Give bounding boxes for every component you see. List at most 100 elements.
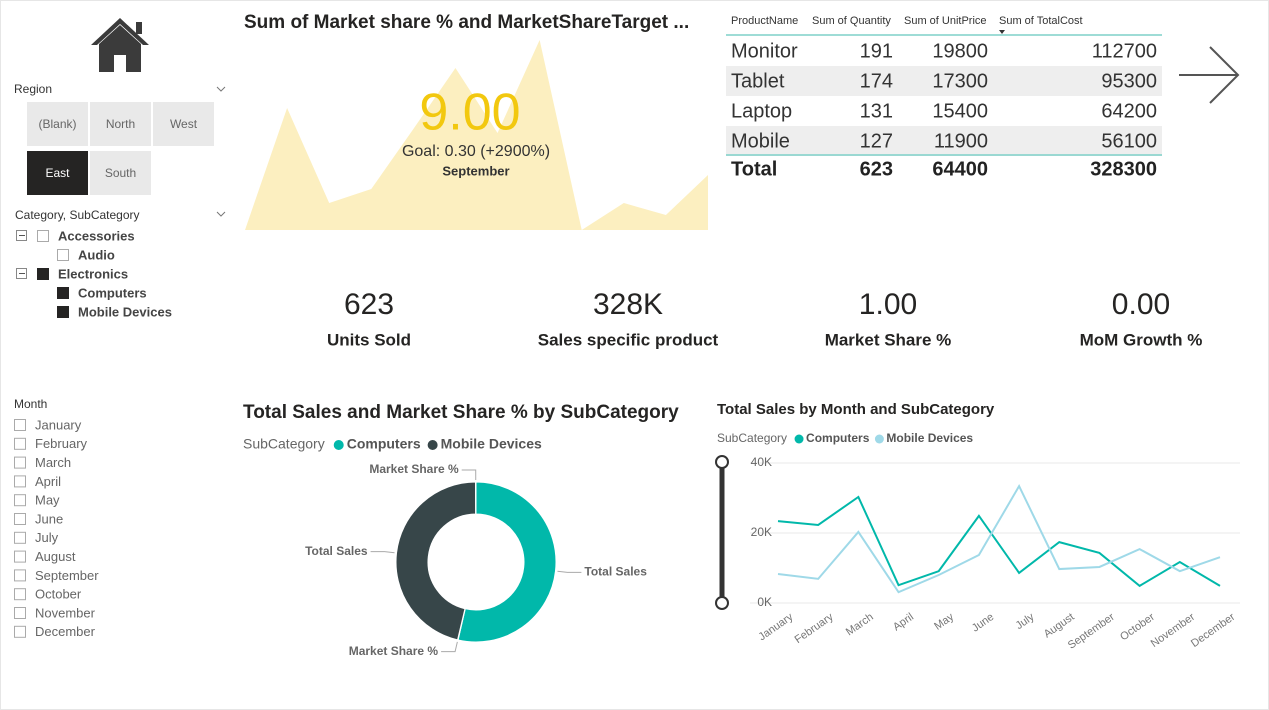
region-option[interactable] <box>27 151 88 195</box>
checkbox[interactable] <box>14 531 26 544</box>
slicer-title: Month <box>14 397 47 411</box>
tree-item: Computers <box>78 285 147 300</box>
checkbox[interactable] <box>14 550 26 563</box>
slicer-title: Category, SubCategory <box>15 208 140 222</box>
home-chimney <box>136 22 142 34</box>
leader-line <box>557 570 582 573</box>
checkbox[interactable] <box>57 249 69 261</box>
month-option: March <box>35 455 71 470</box>
donut-slice <box>474 481 477 515</box>
legend-label: Computers <box>347 436 421 452</box>
kpi-value: 9.00 <box>419 84 520 142</box>
table-cell: Tablet <box>731 70 785 92</box>
leader-line <box>461 469 477 481</box>
card-value: 623 <box>344 288 394 321</box>
month-option: November <box>35 605 96 620</box>
legend-label: Mobile Devices <box>886 431 973 445</box>
checkbox[interactable] <box>57 287 69 299</box>
month-option: April <box>35 474 61 489</box>
month-option: October <box>35 587 82 602</box>
table-cell: 131 <box>860 100 893 122</box>
slice-label: Market Share % <box>369 462 459 476</box>
table-cell: 15400 <box>932 100 988 122</box>
checkbox[interactable] <box>14 475 26 488</box>
checkbox[interactable] <box>14 419 26 431</box>
legend-title: SubCategory <box>717 431 787 445</box>
column-header: ProductName <box>731 15 798 27</box>
tree-item: Audio <box>78 247 115 262</box>
table-cell: Mobile <box>731 130 790 152</box>
row-band <box>726 66 1162 96</box>
table-cell: 191 <box>860 40 893 62</box>
checkbox[interactable] <box>14 588 26 601</box>
region-option[interactable] <box>90 151 151 195</box>
table-cell: 127 <box>860 130 893 152</box>
row-band <box>726 126 1162 156</box>
table-cell: 11900 <box>934 130 988 152</box>
range-slider[interactable] <box>715 455 729 610</box>
month-option: February <box>35 436 88 451</box>
checkbox[interactable] <box>14 513 26 525</box>
month-option: May <box>35 493 60 508</box>
chart-title: Total Sales and Market Share % by SubCat… <box>243 402 679 423</box>
leader-line <box>370 551 395 554</box>
legend-title: SubCategory <box>243 436 325 452</box>
home-button[interactable] <box>91 18 149 72</box>
legend-swatch <box>333 440 344 450</box>
region-option[interactable] <box>153 102 214 146</box>
column-header: Sum of TotalCost <box>999 15 1083 27</box>
column-header: Sum of UnitPrice <box>904 15 987 27</box>
card-label: MoM Growth % <box>1080 330 1203 349</box>
card-value: 0.00 <box>1112 288 1170 321</box>
checkbox[interactable] <box>37 268 49 280</box>
checkbox[interactable] <box>14 607 26 619</box>
total-cell: 623 <box>860 158 893 180</box>
legend-swatch <box>794 434 804 444</box>
slider-handle[interactable] <box>715 596 729 610</box>
region-option-label: East <box>45 166 70 180</box>
category-chevron[interactable] <box>216 211 226 217</box>
kpi-goal: Goal: 0.30 (+2900%) <box>402 143 550 160</box>
card-label: Market Share % <box>825 330 952 349</box>
checkbox[interactable] <box>57 306 69 318</box>
home-body <box>99 25 141 72</box>
slider-handle[interactable] <box>715 455 729 469</box>
region-option-label: North <box>106 117 135 131</box>
table-cell: 56100 <box>1101 130 1157 152</box>
series-line <box>777 495 1221 588</box>
checkbox[interactable] <box>14 456 26 469</box>
checkbox[interactable] <box>14 569 26 582</box>
slice-label: Total Sales <box>584 565 647 579</box>
next-arrow[interactable] <box>1179 46 1240 104</box>
card-value: 328K <box>593 288 663 321</box>
table-cell: 95300 <box>1101 70 1157 92</box>
region-option[interactable] <box>27 102 88 146</box>
y-tick-label: 20K <box>751 525 772 539</box>
legend-swatch <box>427 440 438 450</box>
tree-item: Electronics <box>58 266 128 281</box>
area <box>245 40 708 230</box>
table-cell: Laptop <box>731 100 792 122</box>
donut-slice <box>395 481 477 641</box>
checkbox[interactable] <box>14 437 26 450</box>
legend-label: Mobile Devices <box>441 436 542 452</box>
y-tick-label: 0K <box>757 595 772 609</box>
region-chevron[interactable] <box>216 86 226 92</box>
checkbox[interactable] <box>37 230 49 242</box>
legend-swatch <box>874 434 884 444</box>
chart-title: Sum of Market share % and MarketShareTar… <box>244 12 689 33</box>
sort-indicator[interactable] <box>999 30 1005 34</box>
region-option[interactable] <box>90 102 151 146</box>
home-roof <box>91 18 149 45</box>
card-value: 1.00 <box>859 288 917 321</box>
checkbox[interactable] <box>14 625 26 638</box>
series-line <box>777 483 1221 594</box>
y-tick-label: 40K <box>751 455 772 469</box>
checkbox[interactable] <box>14 494 26 507</box>
chart-title: Total Sales by Month and SubCategory <box>717 401 995 418</box>
month-option: December <box>35 624 96 639</box>
card-label: Units Sold <box>327 330 411 349</box>
month-option: August <box>35 549 76 564</box>
